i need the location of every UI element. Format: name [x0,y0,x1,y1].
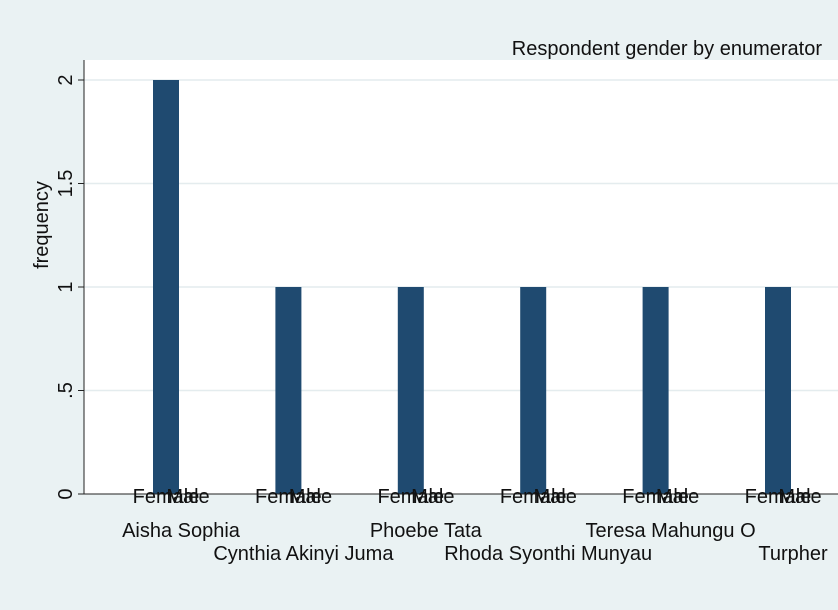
y-ticks: 0 .5 1 1.5 2 [55,74,84,500]
x-group-label: Cynthia Akinyi Juma [213,543,394,565]
plot-area [84,60,838,494]
x-group-label: Teresa Mahungu O [586,520,756,542]
bar [765,287,791,494]
y-tick-label: 2 [55,74,77,85]
x-sub-label: Male [656,486,699,508]
bar [642,287,669,494]
x-sub-label: Male [778,486,821,508]
x-sub-label: Male [166,486,209,508]
x-group-label: Rhoda Syonthi Munyau [444,543,652,565]
bars [153,80,791,494]
gridlines [84,79,838,392]
x-sub-label: Female [500,486,567,508]
x-group-label: Turpher [758,543,828,565]
y-tick-label: 1.5 [55,170,77,198]
bar [153,80,179,494]
x-sub-label: Male [289,486,332,508]
x-sub-label: Female [133,486,200,508]
x-sub-label: Female [377,486,444,508]
x-sub-label: Male [534,486,577,508]
y-tick-label: .5 [55,382,77,399]
bar [397,287,424,494]
x-sub-label: Female [622,486,689,508]
x-sub-label: Male [411,486,454,508]
x-group-label: Phoebe Tata [370,520,483,542]
x-sub-label: Female [255,486,322,508]
x-sub-label: Female [745,486,812,508]
x-group-label: Aisha Sophia [122,520,241,542]
bar [275,287,302,494]
y-axis-label: frequency [31,181,53,269]
chart-title: Respondent gender by enumerator [512,38,823,60]
y-tick-label: 1 [55,281,77,292]
y-tick-label: 0 [55,488,77,499]
bar [520,287,547,494]
